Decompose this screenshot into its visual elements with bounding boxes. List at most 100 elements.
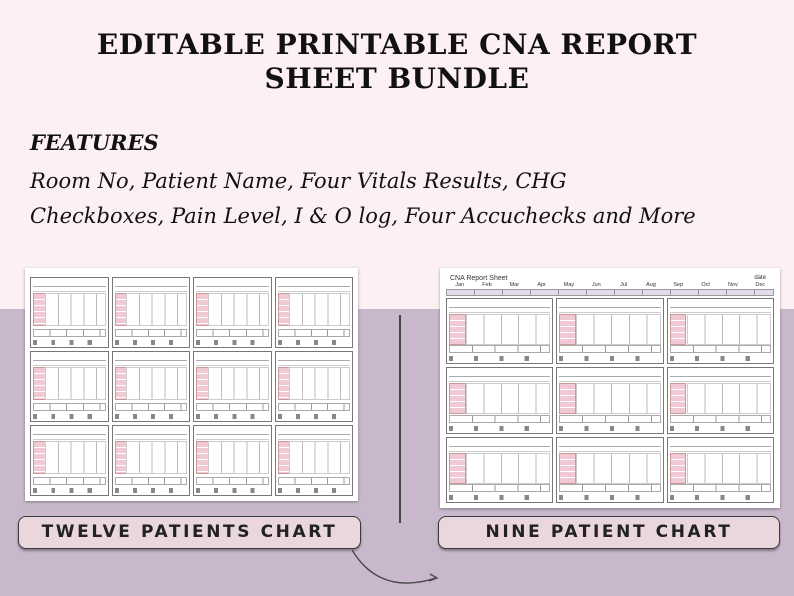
patient-box	[30, 351, 109, 422]
patient-box-hd2	[669, 447, 771, 452]
patient-box-hd	[196, 354, 269, 361]
page-title: EDITABLE PRINTABLE CNA REPORT SHEET BUND…	[0, 28, 794, 96]
month-label: Sep	[673, 282, 684, 288]
patient-box-chk	[196, 488, 269, 493]
month-label: May	[563, 282, 575, 288]
patient-box-hd2	[559, 447, 661, 452]
patient-grid-nine	[446, 298, 774, 503]
patient-box-hd2	[277, 287, 350, 292]
patient-box	[556, 436, 664, 503]
patient-box-chk	[669, 495, 771, 500]
patient-box-hd2	[559, 308, 661, 313]
patient-box	[274, 351, 353, 422]
patient-box-lines	[207, 367, 269, 401]
patient-box	[556, 298, 664, 365]
patient-box-acc	[33, 329, 106, 337]
patient-box	[666, 436, 774, 503]
patient-box-hd	[114, 354, 187, 361]
patient-box-lines	[44, 293, 106, 327]
patient-box-hd	[559, 301, 661, 308]
patient-box	[111, 277, 190, 348]
patient-box-vit	[449, 314, 466, 345]
patient-box-hd2	[669, 377, 771, 383]
patient-box-chk	[196, 340, 269, 345]
patient-box	[666, 298, 774, 365]
patient-box-hd	[559, 370, 661, 378]
patient-box-lines	[126, 293, 187, 327]
patient-box-lines	[576, 452, 661, 484]
title-line-1: EDITABLE PRINTABLE CNA REPORT	[96, 28, 698, 61]
patient-box-acc	[196, 329, 269, 337]
patient-box-hd	[669, 440, 771, 447]
patient-box	[193, 351, 272, 422]
month-row: Jan Feb Mar Apr May Jun Jul Aug Sep Oct Nov Dec	[446, 282, 774, 289]
title-line-2: SHEET BUNDLE	[264, 62, 530, 95]
patient-box	[666, 367, 774, 434]
patient-box-hd2	[669, 308, 771, 313]
patient-box	[446, 436, 554, 503]
patient-box-acc	[449, 345, 551, 354]
patient-box-lines	[686, 383, 771, 415]
month-label: Mar	[509, 282, 520, 288]
patient-box-chk	[559, 425, 661, 431]
patient-box-acc	[196, 477, 269, 485]
patient-box-hd	[114, 280, 187, 287]
patient-grid-twelve	[30, 277, 353, 496]
twelve-patient-sheet-preview	[25, 268, 358, 501]
patient-box-hd	[669, 301, 771, 308]
patient-box-hd	[277, 354, 350, 361]
patient-box-chk	[449, 356, 551, 362]
patient-box-lines	[576, 383, 661, 415]
patient-box-acc	[559, 345, 661, 354]
patient-box-lines	[126, 441, 187, 475]
patient-box-hd2	[33, 287, 106, 292]
patient-box-acc	[196, 403, 269, 411]
patient-box-chk	[559, 356, 661, 362]
patient-box-hd	[33, 354, 106, 361]
patient-box-hd2	[449, 447, 551, 452]
patient-box-lines	[289, 293, 350, 327]
patient-box-vit	[449, 452, 466, 484]
month-label: Jan	[455, 282, 465, 288]
patient-box-lines	[207, 293, 269, 327]
patient-box-acc	[114, 477, 187, 485]
patient-box-chk	[33, 340, 106, 345]
patient-box-hd	[114, 428, 187, 435]
curved-arrow-icon	[351, 549, 439, 584]
patient-box-acc	[669, 345, 771, 354]
patient-box-hd2	[449, 377, 551, 383]
patient-box	[30, 425, 109, 496]
patient-box-hd	[33, 428, 106, 435]
patient-box	[111, 351, 190, 422]
patient-box-chk	[559, 495, 661, 500]
month-label: Dec	[755, 282, 766, 288]
patient-box-hd	[277, 280, 350, 287]
nine-patient-label: NINE PATIENT CHART	[438, 516, 780, 549]
patient-box	[30, 277, 109, 348]
patient-box-acc	[449, 414, 551, 423]
patient-box	[556, 367, 664, 434]
patient-box-chk	[33, 488, 106, 493]
patient-box-vit	[669, 383, 687, 415]
twelve-patients-label: TWELVE PATIENTS CHART	[18, 516, 361, 549]
month-label: Jul	[620, 282, 628, 288]
patient-box-hd	[449, 440, 551, 447]
patient-box-acc	[449, 484, 551, 492]
patient-box-vit	[669, 452, 687, 484]
patient-box-lines	[289, 367, 350, 401]
patient-box-hd2	[277, 361, 350, 366]
patient-box-chk	[449, 495, 551, 500]
patient-box-acc	[114, 403, 187, 411]
patient-box-chk	[277, 414, 350, 419]
patient-box	[274, 425, 353, 496]
patient-box-chk	[196, 414, 269, 419]
patient-box-lines	[686, 314, 771, 345]
features-line-2: Checkboxes, Pain Level, I & O log, Four …	[30, 204, 696, 228]
patient-box-lines	[686, 452, 771, 484]
patient-box-lines	[465, 314, 551, 345]
patient-box-chk	[277, 488, 350, 493]
patient-box-chk	[114, 488, 187, 493]
patient-box-lines	[465, 452, 551, 484]
patient-box	[193, 277, 272, 348]
patient-box-acc	[33, 403, 106, 411]
